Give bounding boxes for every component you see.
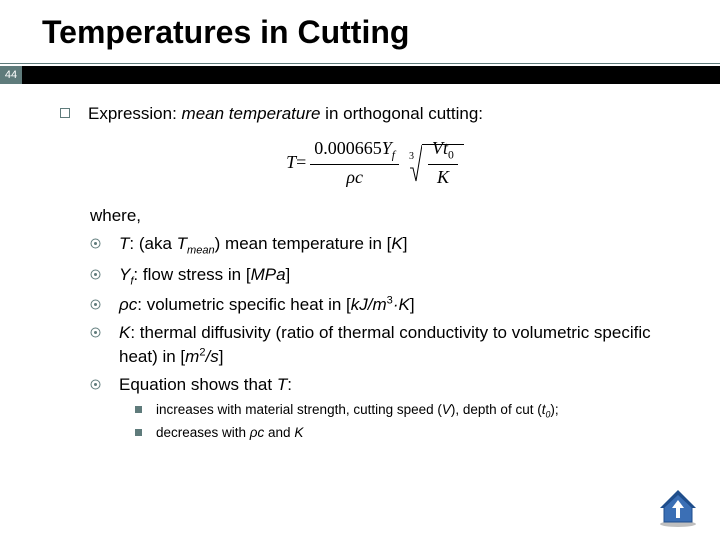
sym2: T — [177, 234, 187, 253]
circle-dot-icon — [90, 299, 101, 310]
a: increases with material strength, cuttin… — [156, 402, 442, 417]
root-den: K — [433, 165, 453, 190]
circle-dot-icon — [90, 379, 101, 390]
root-index: 3 — [409, 150, 414, 164]
slide-title: Temperatures in Cutting — [0, 0, 720, 63]
inner-text: increases with material strength, cuttin… — [156, 401, 559, 421]
utail: /s — [205, 347, 218, 366]
b: and — [264, 425, 294, 440]
den-rho: ρ — [346, 167, 355, 187]
close: ] — [410, 295, 415, 314]
sym: T — [119, 234, 129, 253]
i1: V — [442, 402, 451, 417]
unit: m — [185, 347, 199, 366]
close: ] — [403, 234, 408, 253]
sym: Y — [119, 265, 130, 284]
slide-number-badge: 44 — [0, 66, 22, 84]
square-filled-icon — [135, 406, 142, 413]
list-item: Yf: flow stress in [MPa] — [90, 263, 690, 290]
home-icon[interactable] — [654, 484, 702, 528]
formula-root: 3 Vt0 K — [405, 144, 464, 182]
def-text: Yf: flow stress in [MPa] — [119, 263, 290, 290]
b: ), depth of cut ( — [451, 402, 542, 417]
where-label: where, — [90, 204, 690, 228]
unit: kJ/m — [351, 295, 387, 314]
def-text: Equation shows that T: — [119, 373, 292, 397]
den-c: c — [355, 167, 363, 187]
utail: ·K — [393, 295, 410, 314]
title-underline — [0, 63, 720, 64]
list-item: ρc: volumetric specific heat in [kJ/m3·K… — [90, 293, 690, 317]
sym: K — [119, 323, 130, 342]
main-bullet-row: Expression: mean temperature in orthogon… — [60, 102, 690, 126]
list-item: K: thermal diffusivity (ratio of thermal… — [90, 321, 690, 369]
root-tsub: 0 — [448, 149, 454, 162]
badge-bar: 44 — [0, 66, 720, 84]
list-item: T: (aka Tmean) mean temperature in [K] — [90, 232, 690, 259]
square-filled-icon — [135, 429, 142, 436]
i2: K — [294, 425, 303, 440]
formula-block: T = 0.000665Yf ρc 3 Vt — [60, 136, 690, 190]
formula: T = 0.000665Yf ρc 3 Vt — [286, 136, 464, 190]
frac-num: 0.000665Yf — [310, 136, 399, 164]
inner-list: increases with material strength, cuttin… — [135, 401, 690, 443]
def-text: T: (aka Tmean) mean temperature in [K] — [119, 232, 407, 259]
i1: ρc — [250, 425, 264, 440]
sym: T — [277, 375, 287, 394]
slide-body: Expression: mean temperature in orthogon… — [0, 84, 720, 455]
frac-den: ρc — [342, 165, 367, 190]
formula-lhs: T — [286, 150, 296, 175]
inner-text: decreases with ρc and K — [156, 424, 303, 443]
circle-dot-icon — [90, 238, 101, 249]
formula-eq: = — [296, 150, 306, 175]
close: ] — [286, 265, 291, 284]
def-text: ρc: volumetric specific heat in [kJ/m3·K… — [119, 293, 415, 317]
circle-dot-icon — [90, 269, 101, 280]
sub2: mean — [187, 244, 215, 256]
t: : — [287, 375, 292, 394]
a: decreases with — [156, 425, 250, 440]
num-coeff: 0.000665 — [314, 138, 382, 158]
definitions-list: T: (aka Tmean) mean temperature in [K] Y… — [90, 232, 690, 397]
def-text: K: thermal diffusivity (ratio of thermal… — [119, 321, 690, 369]
circle-dot-icon — [90, 327, 101, 338]
close: ] — [219, 347, 224, 366]
list-item: increases with material strength, cuttin… — [135, 401, 690, 421]
root-frac: Vt0 K — [428, 136, 458, 190]
formula-frac-left: 0.000665Yf ρc — [310, 136, 399, 190]
list-item: Equation shows that T: — [90, 373, 690, 397]
intro-prefix: Expression: — [88, 104, 182, 123]
pre: Equation shows that — [119, 375, 277, 394]
t: : (aka — [129, 234, 176, 253]
t2: ) mean temperature in [ — [215, 234, 392, 253]
t: : flow stress in [ — [133, 265, 250, 284]
unit: K — [391, 234, 402, 253]
main-text: Expression: mean temperature in orthogon… — [88, 102, 690, 126]
sym: ρc — [119, 295, 137, 314]
root-V: V — [432, 138, 443, 158]
square-bullet-icon — [60, 108, 70, 118]
num-Ysub: f — [392, 148, 395, 161]
c: ); — [550, 402, 558, 417]
list-item: decreases with ρc and K — [135, 424, 690, 443]
root-num: Vt0 — [428, 136, 458, 164]
root-body: Vt0 K — [422, 144, 464, 182]
intro-italic: mean temperature — [182, 104, 321, 123]
unit: MPa — [251, 265, 286, 284]
num-Y: Y — [382, 138, 392, 158]
intro-suffix: in orthogonal cutting: — [320, 104, 483, 123]
t: : volumetric specific heat in [ — [137, 295, 351, 314]
